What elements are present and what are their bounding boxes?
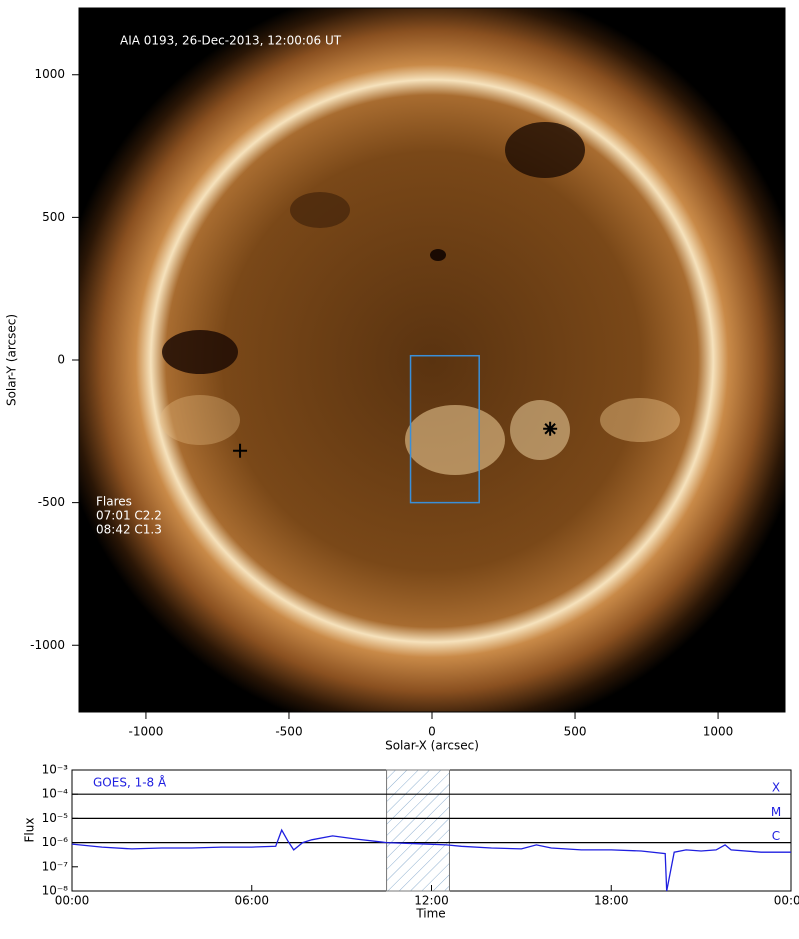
solar-features [160,122,680,475]
x-tick-label: 1000 [703,725,734,739]
x-tick-label: 00:00 [55,894,90,908]
x-tick-label: 0 [428,725,436,739]
y-tick-label: -500 [38,495,65,509]
y-tick-label: 10⁻⁶ [42,835,69,849]
y-tick-label: 500 [42,210,65,224]
y-tick-label: 0 [57,353,65,367]
flare-note: 08:42 C1.3 [96,523,162,537]
y-tick-label: 10⁻⁸ [42,884,69,898]
flare-marker [543,421,558,436]
x-axis-label: Solar-X (arcsec) [385,739,479,753]
y-tick-label: 10⁻⁵ [42,811,69,825]
flux-line [71,828,791,892]
series-label: GOES, 1-8 Å [93,775,167,790]
y-tick-label: 1000 [34,67,65,81]
x-tick-label: 12:00 [414,894,449,908]
x-tick-label: 06:00 [234,894,269,908]
class-label: M [771,805,781,819]
flare-marker [233,443,248,458]
y-tick-label: -1000 [30,638,65,652]
x-tick-label: 500 [564,725,587,739]
class-label: C [772,829,780,843]
y-tick-label: 10⁻⁷ [42,859,69,873]
region-box [409,354,480,504]
class-label: X [772,781,780,795]
x-tick-label: 18:00 [594,894,629,908]
x-tick-label: -1000 [129,725,164,739]
y-axis-label: Solar-Y (arcsec) [5,314,19,406]
y-tick-label: 10⁻³ [42,763,69,777]
x-tick-label: 00:00 [774,894,799,908]
flare-note: 07:01 C2.2 [96,509,162,523]
x-axis-label: Time [415,907,445,921]
flare-note: Flares [96,495,132,509]
time-window [386,769,450,892]
y-tick-label: 10⁻⁴ [42,787,69,801]
image-title: AIA 0193, 26-Dec-2013, 12:00:06 UT [120,34,342,48]
x-tick-label: -500 [275,725,302,739]
y-axis-label: Flux [23,818,37,843]
